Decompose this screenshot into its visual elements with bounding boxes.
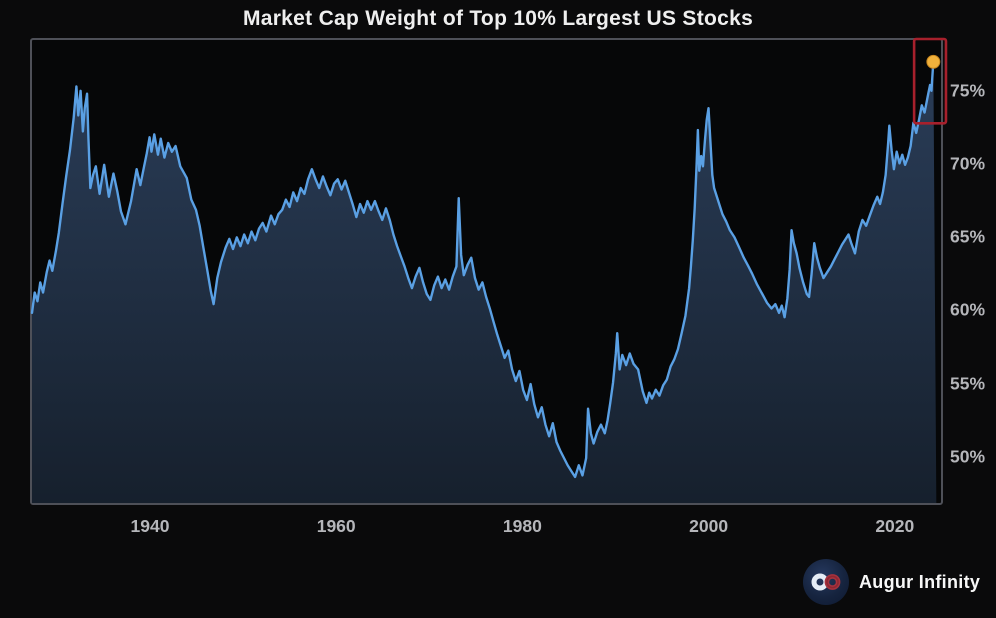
x-tick-label: 1960 (316, 516, 356, 536)
infinity-icon (811, 573, 841, 591)
x-tick-label: 1940 (130, 516, 170, 536)
chart-canvas (30, 37, 948, 504)
brand: Augur Infinity (803, 559, 980, 605)
y-tick-label: 60% (950, 299, 986, 320)
y-tick-label: 75% (950, 80, 986, 101)
chart-title: Market Cap Weight of Top 10% Largest US … (242, 7, 754, 30)
brand-name: Augur Infinity (859, 571, 981, 592)
area-fill (32, 61, 937, 504)
y-tick-label: 55% (950, 373, 986, 393)
highlight-box (912, 37, 948, 125)
plot-area (30, 37, 948, 505)
y-tick-label: 50% (950, 446, 986, 467)
y-tick-label: 65% (950, 226, 986, 247)
latest-point-dot (926, 54, 941, 69)
x-tick-label: 2000 (689, 516, 729, 536)
x-tick-label: 1980 (502, 516, 542, 536)
brand-logo (803, 559, 849, 605)
x-tick-label: 2020 (875, 516, 915, 536)
y-tick-label: 70% (950, 153, 986, 174)
series-line (30, 60, 935, 479)
